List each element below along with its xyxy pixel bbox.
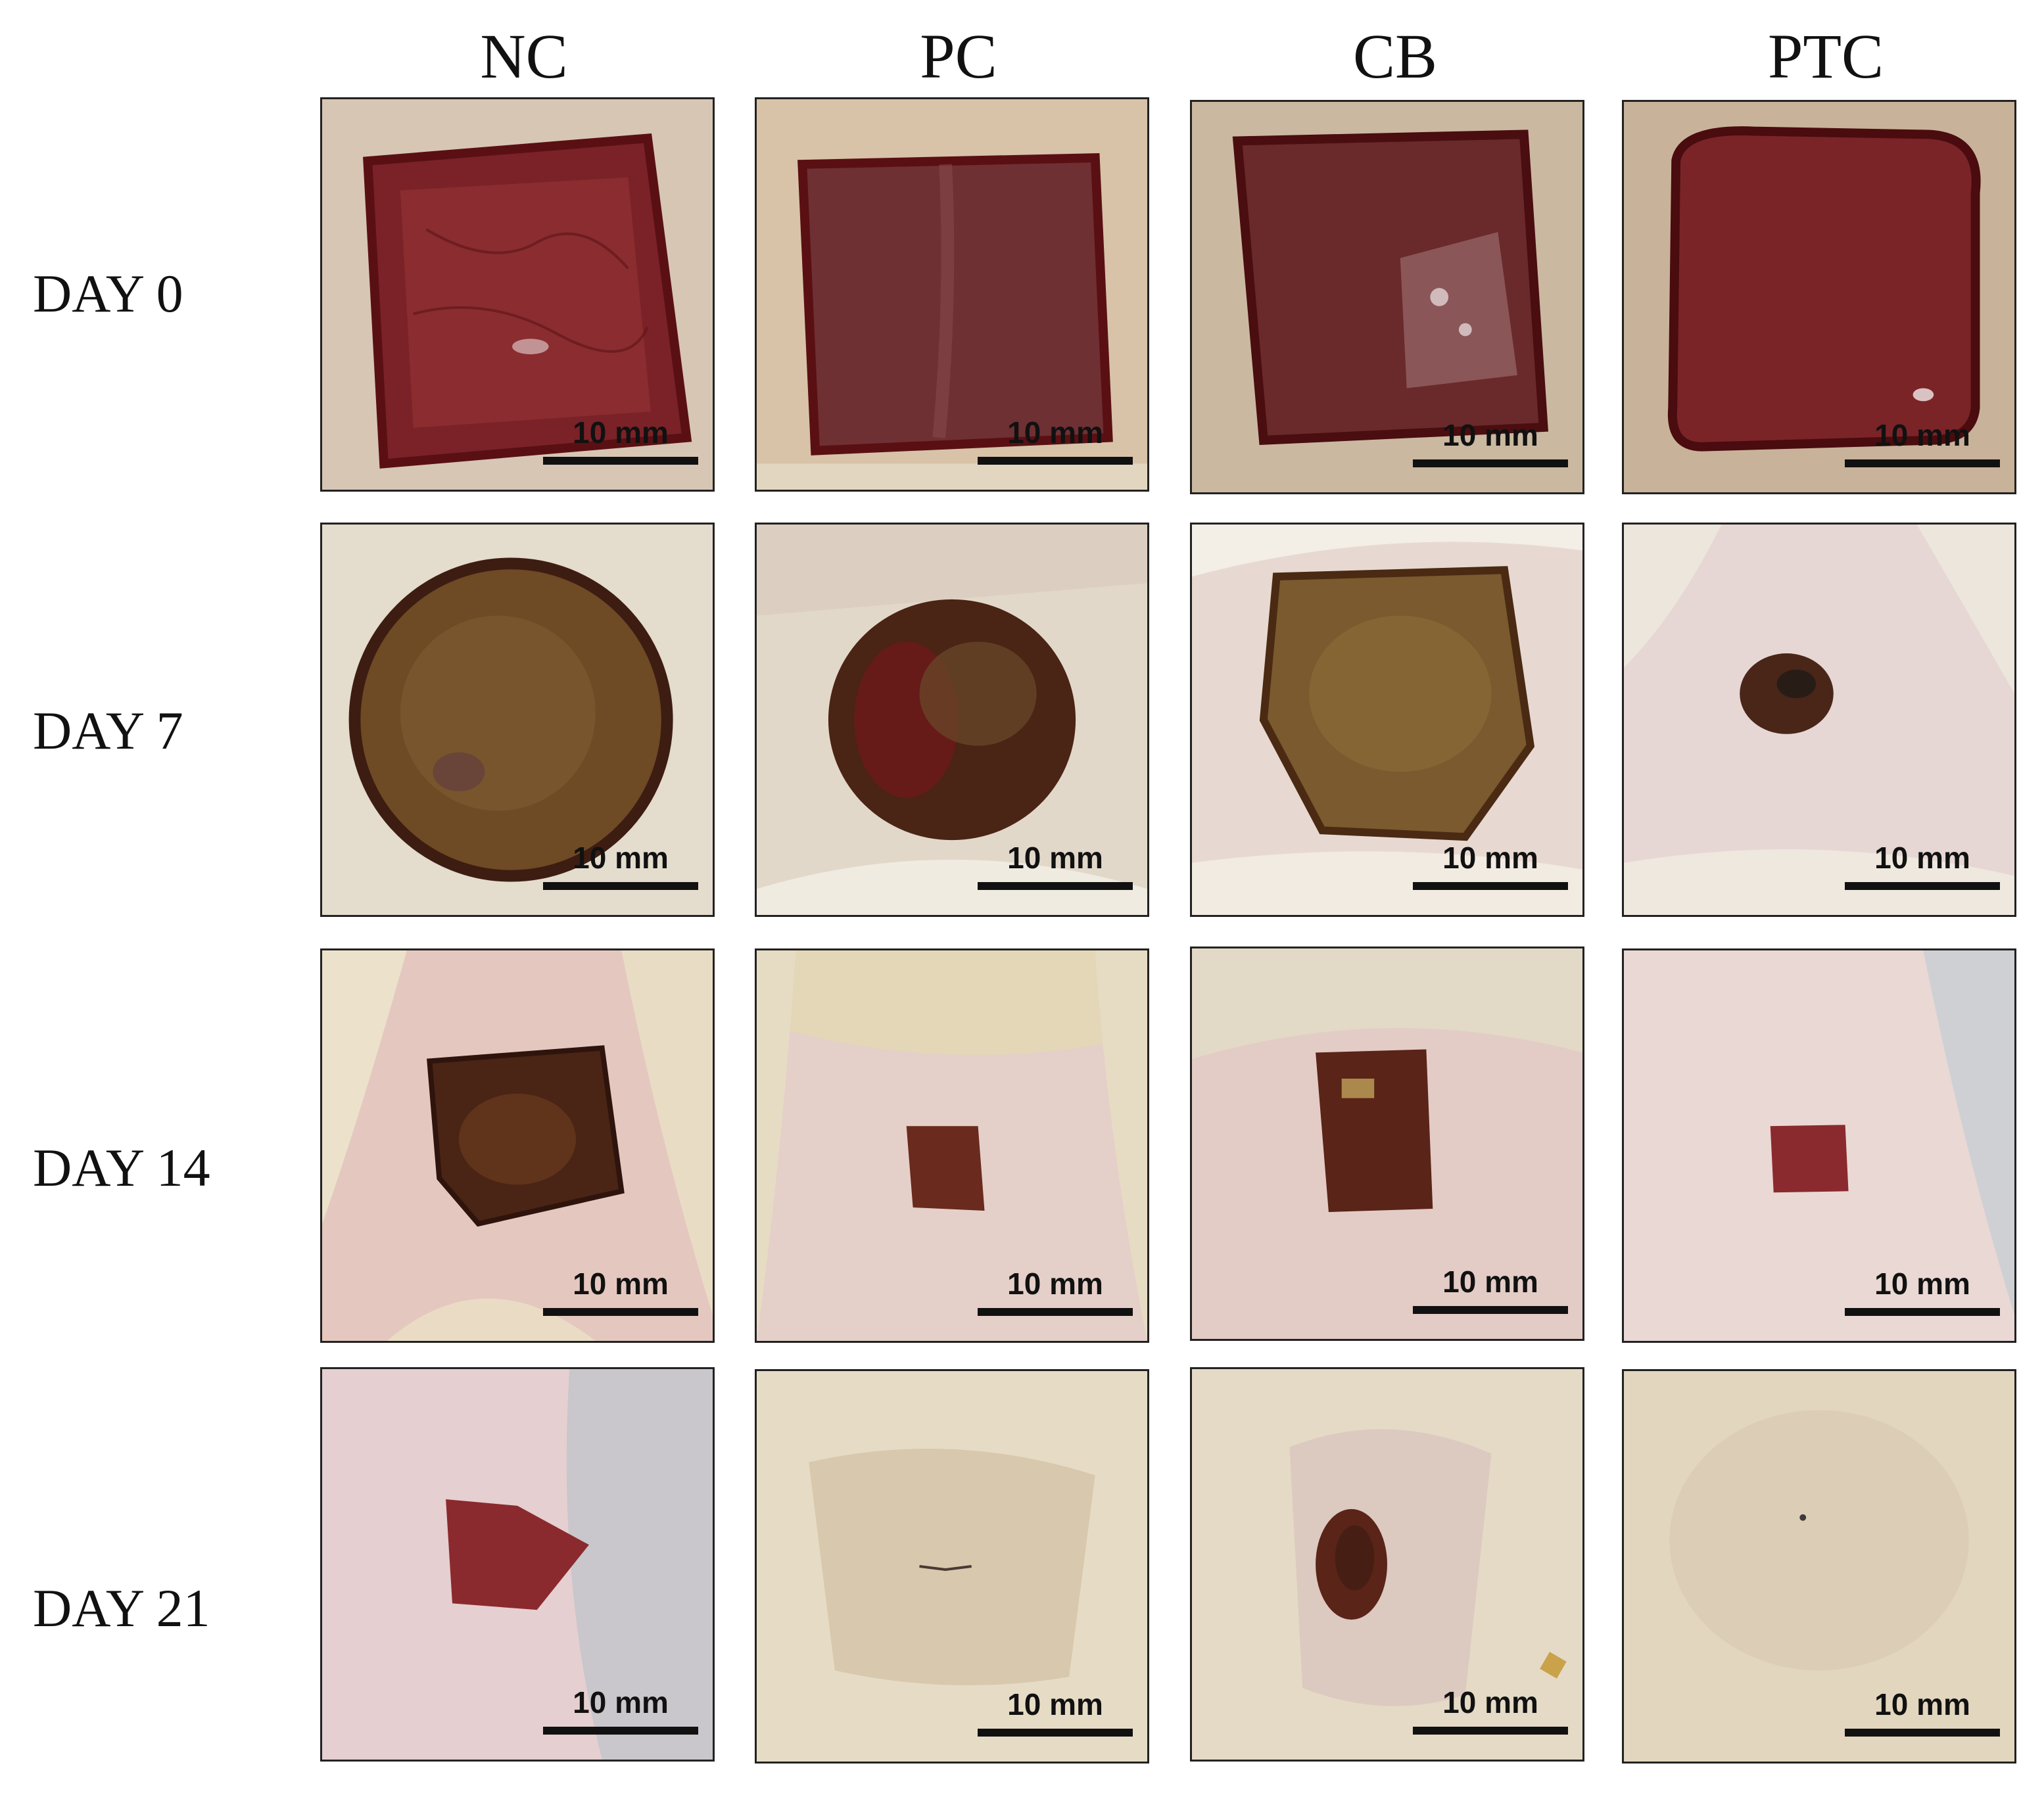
scale-bar: 10 mm	[1845, 843, 2000, 890]
photo-pc-day-21: 10 mm	[755, 1369, 1149, 1764]
scale-bar-label: 10 mm	[1007, 1687, 1103, 1721]
wound-photo-ptc-day-14	[1624, 950, 2014, 1341]
wound-photo-nc-day-7	[322, 525, 713, 915]
photo-nc-day-7: 10 mm	[320, 523, 715, 917]
photo-pc-day-0: 10 mm	[755, 97, 1149, 492]
photo-ptc-day-0: 10 mm	[1622, 100, 2016, 494]
scale-bar-line	[1413, 1727, 1568, 1735]
scale-bar-line	[978, 882, 1133, 890]
wound-photo-ptc-day-21	[1624, 1371, 2014, 1762]
scale-bar-label: 10 mm	[1874, 1267, 1970, 1301]
scale-bar-line	[978, 457, 1133, 465]
scale-bar: 10 mm	[543, 1687, 698, 1735]
scale-bar: 10 mm	[978, 1689, 1133, 1737]
scale-bar-label: 10 mm	[1442, 1265, 1538, 1299]
scale-bar-line	[1845, 1308, 2000, 1316]
scale-bar-label: 10 mm	[1874, 418, 1970, 452]
column-header-ptc: PTC	[1767, 21, 1884, 91]
wound-photo-nc-day-0	[322, 99, 713, 490]
scale-bar-label: 10 mm	[573, 841, 669, 875]
wound-photo-ptc-day-7	[1624, 525, 2014, 915]
scale-bar-label: 10 mm	[1007, 415, 1103, 450]
scale-bar-label: 10 mm	[1442, 418, 1538, 452]
wound-photo-pc-day-21	[757, 1371, 1147, 1762]
scale-bar-line	[1845, 1729, 2000, 1737]
scale-bar-label: 10 mm	[1442, 1685, 1538, 1719]
scale-bar: 10 mm	[1845, 420, 2000, 467]
scale-bar-line	[1413, 459, 1568, 467]
photo-cb-day-7: 10 mm	[1190, 523, 1584, 917]
scale-bar-label: 10 mm	[573, 415, 669, 450]
scale-bar: 10 mm	[543, 1269, 698, 1316]
photo-ptc-day-14: 10 mm	[1622, 948, 2016, 1343]
column-header-pc: PC	[920, 21, 997, 91]
scale-bar: 10 mm	[1845, 1269, 2000, 1316]
photo-ptc-day-7: 10 mm	[1622, 523, 2016, 917]
scale-bar-line	[543, 882, 698, 890]
photo-nc-day-14: 10 mm	[320, 948, 715, 1343]
column-header-cb: CB	[1352, 21, 1438, 91]
scale-bar: 10 mm	[543, 417, 698, 465]
row-header-day-21: DAY 21	[33, 1578, 210, 1638]
photo-pc-day-7: 10 mm	[755, 523, 1149, 917]
wound-photo-pc-day-14	[757, 950, 1147, 1341]
photo-cb-day-14: 10 mm	[1190, 946, 1584, 1341]
scale-bar-line	[1413, 882, 1568, 890]
scale-bar-label: 10 mm	[1007, 1267, 1103, 1301]
scale-bar: 10 mm	[978, 1269, 1133, 1316]
wound-photo-cb-day-21	[1192, 1369, 1582, 1760]
scale-bar-line	[1845, 459, 2000, 467]
wound-photo-pc-day-0	[757, 99, 1147, 490]
scale-bar-label: 10 mm	[573, 1267, 669, 1301]
scale-bar: 10 mm	[1845, 1689, 2000, 1737]
scale-bar-label: 10 mm	[1442, 841, 1538, 875]
scale-bar: 10 mm	[978, 417, 1133, 465]
scale-bar-line	[1413, 1306, 1568, 1314]
scale-bar-label: 10 mm	[573, 1685, 669, 1719]
wound-photo-cb-day-7	[1192, 525, 1582, 915]
scale-bar-label: 10 mm	[1007, 841, 1103, 875]
photo-nc-day-0: 10 mm	[320, 97, 715, 492]
row-header-day-0: DAY 0	[33, 264, 183, 323]
wound-photo-cb-day-0	[1192, 102, 1582, 492]
photo-cb-day-0: 10 mm	[1190, 100, 1584, 494]
scale-bar: 10 mm	[1413, 420, 1568, 467]
scale-bar: 10 mm	[978, 843, 1133, 890]
scale-bar: 10 mm	[1413, 1687, 1568, 1735]
wound-photo-nc-day-14	[322, 950, 713, 1341]
photo-cb-day-21: 10 mm	[1190, 1367, 1584, 1762]
wound-photo-cb-day-14	[1192, 948, 1582, 1339]
row-header-day-14: DAY 14	[33, 1138, 210, 1198]
scale-bar-line	[543, 1308, 698, 1316]
scale-bar: 10 mm	[1413, 1267, 1568, 1314]
scale-bar: 10 mm	[543, 843, 698, 890]
scale-bar-line	[978, 1308, 1133, 1316]
row-header-day-7: DAY 7	[33, 701, 183, 760]
photo-pc-day-14: 10 mm	[755, 948, 1149, 1343]
photo-ptc-day-21: 10 mm	[1622, 1369, 2016, 1764]
scale-bar-line	[543, 457, 698, 465]
wound-photo-nc-day-21	[322, 1369, 713, 1760]
scale-bar-line	[543, 1727, 698, 1735]
column-header-nc: NC	[480, 21, 568, 91]
scale-bar-label: 10 mm	[1874, 1687, 1970, 1721]
scale-bar-line	[1845, 882, 2000, 890]
scale-bar: 10 mm	[1413, 843, 1568, 890]
wound-photo-ptc-day-0	[1624, 102, 2014, 492]
scale-bar-line	[978, 1729, 1133, 1737]
scale-bar-label: 10 mm	[1874, 841, 1970, 875]
photo-nc-day-21: 10 mm	[320, 1367, 715, 1762]
wound-photo-pc-day-7	[757, 525, 1147, 915]
